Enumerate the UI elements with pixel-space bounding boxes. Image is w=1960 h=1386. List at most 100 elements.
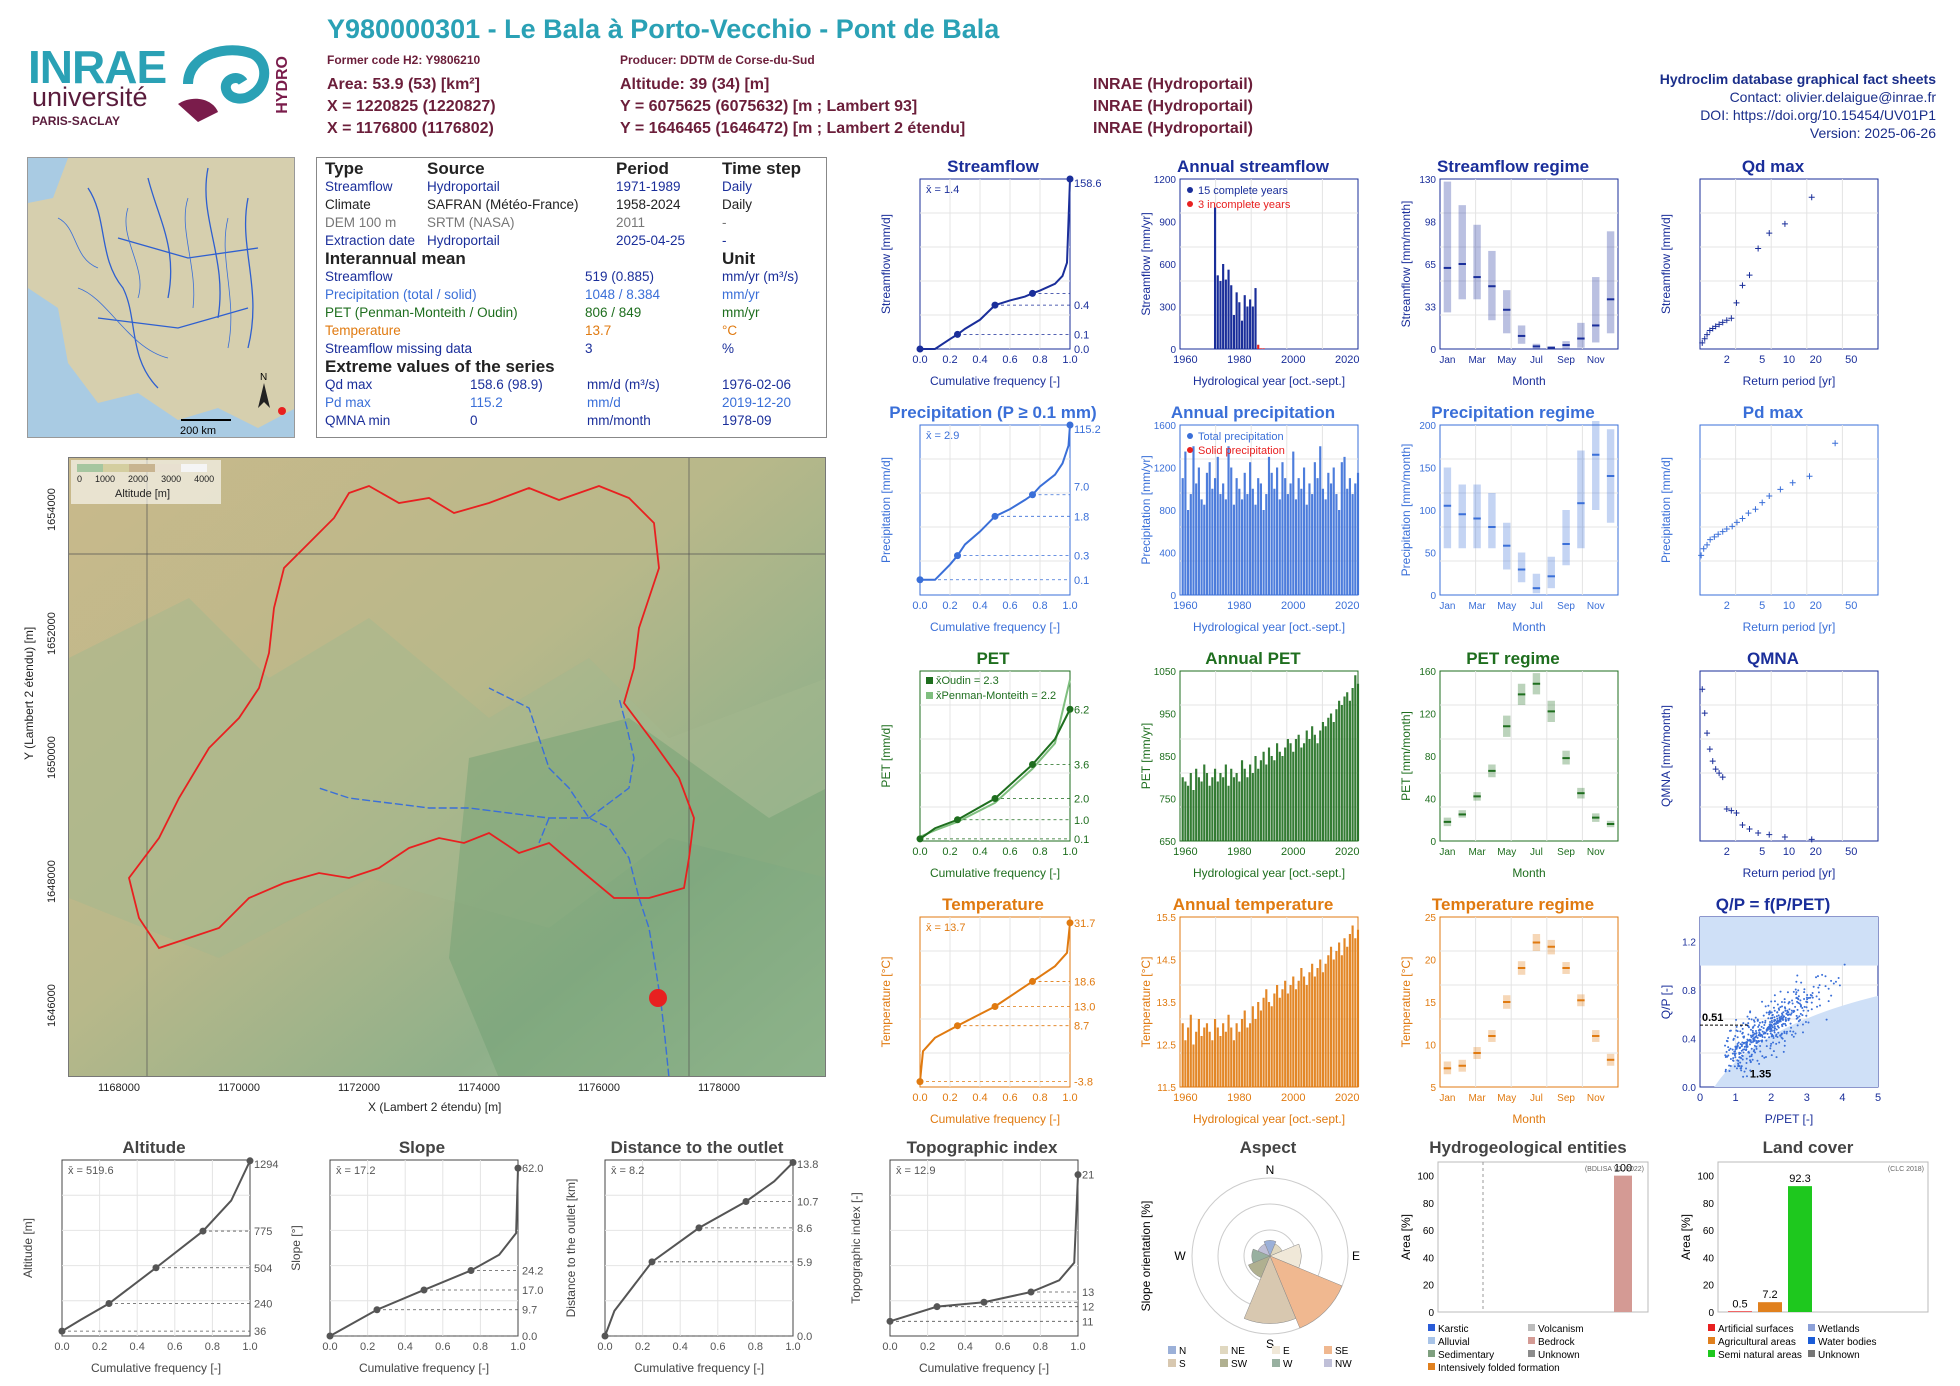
contact[interactable]: Contact: olivier.delaigue@inrae.fr <box>1729 89 1936 105</box>
y-tick-label: 0.4 <box>1682 1034 1696 1045</box>
bar <box>1332 722 1335 841</box>
legend-tick: 1000 <box>95 474 116 484</box>
data-point <box>1766 831 1773 838</box>
chart-temp_regime: Temperature regime Month Temperature [°C] J… <box>1398 895 1628 1127</box>
bar <box>1189 773 1192 841</box>
data-point <box>1740 1057 1743 1060</box>
data-point <box>1725 1050 1728 1053</box>
map-x-tick: 1170000 <box>218 1082 261 1094</box>
bar <box>1292 976 1295 1087</box>
bar <box>1243 472 1246 595</box>
data-point <box>1778 1041 1781 1044</box>
chart-title: Temperature regime <box>1431 895 1595 914</box>
bar <box>1324 499 1327 595</box>
chart-svg: Hydrological year [oct.-sept.] Precipitat… <box>1139 421 1359 634</box>
watershed-terrain <box>69 458 825 1076</box>
chart-temperature: Temperature Cumulative frequency [-] Tempe… <box>878 895 1108 1127</box>
bar <box>1227 785 1230 841</box>
right-tick-label: 21 <box>1082 1170 1094 1182</box>
data-point <box>1772 1050 1775 1053</box>
data-point <box>1735 1029 1738 1032</box>
row-period: 2025-04-25 <box>616 233 686 248</box>
bar <box>1262 510 1265 595</box>
table-header-row: Type Source Period Time step <box>325 160 818 178</box>
x-tick-label: 0.2 <box>635 1341 650 1353</box>
row-label: Pd max <box>325 395 371 410</box>
x-axis-label: Hydrological year [oct.-sept.] <box>1193 620 1345 634</box>
x-tick-label: 2000 <box>1281 600 1305 612</box>
x-tick-label: 1.0 <box>1062 1092 1077 1104</box>
row-value: 158.6 (98.9) <box>470 377 543 392</box>
x-tick-label: 1.0 <box>785 1341 800 1353</box>
data-label: 92.3 <box>1789 1173 1810 1185</box>
bar <box>1197 1019 1200 1087</box>
row-date: 1978-09 <box>722 413 772 428</box>
plot-frame <box>1717 1161 1929 1313</box>
data-point <box>1787 1002 1790 1005</box>
box-range <box>1562 510 1570 566</box>
bar <box>1297 980 1300 1087</box>
right-tick-label: 7.0 <box>1074 481 1089 493</box>
doi-link[interactable]: DOI: https://doi.org/10.15454/UV01P1 <box>1700 107 1936 123</box>
data-point <box>1755 245 1762 252</box>
chart-svg: Return period [yr] Precipitation [mm/d] 2 5… <box>1659 424 1879 634</box>
y-tick-label: 0 <box>1430 345 1436 356</box>
data-point <box>1775 1028 1778 1031</box>
legend-label: Alluvial <box>1438 1337 1470 1348</box>
box-range <box>1443 467 1452 549</box>
data-point <box>1765 1045 1768 1048</box>
row-source: SRTM (NASA) <box>427 215 515 230</box>
right-tick-label: 17.0 <box>522 1285 543 1297</box>
data-point <box>1805 1000 1808 1003</box>
data-point <box>1737 1041 1740 1044</box>
data-point <box>1744 1041 1747 1044</box>
data-point <box>1701 335 1708 342</box>
bar <box>1192 1044 1195 1087</box>
data-point <box>1749 1061 1752 1064</box>
x-tick-label: May <box>1497 355 1516 366</box>
right-tick-label: 9.7 <box>522 1305 537 1317</box>
data-point <box>1804 1021 1807 1024</box>
data-point <box>1830 994 1833 997</box>
data-point <box>1794 988 1797 991</box>
bar <box>1232 1040 1236 1087</box>
right-tick-label: 8.6 <box>797 1223 812 1235</box>
data-point <box>1745 1057 1748 1060</box>
bar <box>1267 1002 1271 1087</box>
data-point <box>1815 976 1818 979</box>
data-point <box>1724 1068 1727 1071</box>
data-point <box>1777 1026 1780 1029</box>
table-row: PET (Penman-Monteith / Oudin) 806 / 849 mm… <box>325 304 818 322</box>
x-axis-label: Return period [yr] <box>1743 620 1836 634</box>
x-axis-label: Hydrological year [oct.-sept.] <box>1193 1112 1345 1126</box>
box-range <box>1458 484 1466 549</box>
data-point <box>1784 1022 1787 1025</box>
bar <box>1284 747 1287 841</box>
x-tick-label: Sep <box>1557 355 1575 366</box>
bar <box>1262 997 1265 1087</box>
data-point <box>1766 1027 1769 1030</box>
bar <box>1184 1040 1187 1087</box>
bar <box>1305 985 1308 1087</box>
x-tick-label: 0.0 <box>882 1341 897 1353</box>
y-tick-label: 40 <box>1423 1253 1435 1264</box>
chart-pd_max: Pd max Return period [yr] Precipitation [m… <box>1658 403 1888 635</box>
bar <box>1216 1027 1219 1087</box>
row-step: - <box>722 215 727 230</box>
data-point <box>1723 317 1730 324</box>
data-point <box>1765 1011 1768 1014</box>
row-source: Hydroportail <box>427 179 500 194</box>
data-point <box>1791 1002 1794 1005</box>
data-point <box>1795 980 1798 983</box>
legend-key <box>1272 1359 1280 1367</box>
chart-title: Streamflow regime <box>1436 157 1590 176</box>
box-range <box>1503 290 1511 334</box>
data-point <box>1777 486 1784 493</box>
hydro-label: HYDRO <box>274 56 291 114</box>
data-point <box>1699 686 1706 693</box>
data-point <box>1750 1047 1753 1050</box>
x-tick-label: 1.0 <box>1062 846 1077 858</box>
data-point <box>1728 1064 1731 1067</box>
data-point <box>1751 1026 1754 1029</box>
x-tick-label: 5 <box>1759 354 1765 366</box>
